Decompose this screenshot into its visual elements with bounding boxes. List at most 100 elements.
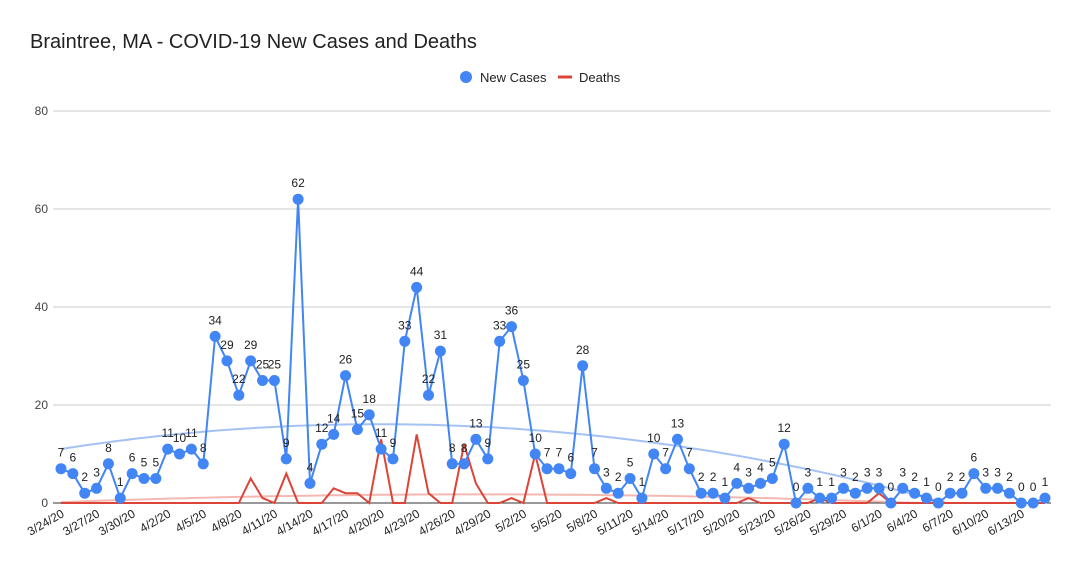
cases-data-label: 3 bbox=[982, 465, 989, 479]
cases-data-label: 33 bbox=[398, 318, 412, 332]
cases-data-label: 25 bbox=[268, 358, 282, 372]
cases-data-label: 8 bbox=[200, 441, 207, 455]
cases-point bbox=[434, 345, 446, 357]
cases-data-label: 2 bbox=[852, 470, 859, 484]
cases-data-label: 1 bbox=[1042, 475, 1049, 489]
x-tick-label: 6/10/20 bbox=[950, 506, 992, 538]
cases-data-label: 5 bbox=[141, 456, 148, 470]
cases-data-label: 1 bbox=[639, 475, 646, 489]
cases-point bbox=[612, 487, 624, 499]
cases-point bbox=[671, 433, 683, 445]
cases-data-label: 1 bbox=[117, 475, 124, 489]
x-tick-label: 4/20/20 bbox=[345, 506, 387, 538]
cases-data-label: 31 bbox=[434, 328, 448, 342]
cases-point bbox=[695, 487, 707, 499]
cases-point bbox=[470, 433, 482, 445]
deaths-series bbox=[61, 434, 1045, 505]
legend-cases-marker bbox=[460, 71, 472, 83]
cases-point bbox=[517, 375, 529, 386]
legend[interactable]: New Cases Deaths bbox=[460, 70, 621, 85]
x-tick-label: 5/29/20 bbox=[807, 506, 849, 538]
cases-data-label: 3 bbox=[603, 465, 610, 479]
cases-point bbox=[802, 482, 814, 494]
x-tick-label: 4/11/20 bbox=[239, 506, 280, 538]
cases-data-label: 11 bbox=[161, 426, 174, 440]
x-tick-label: 6/13/20 bbox=[985, 506, 1027, 538]
cases-point bbox=[482, 453, 494, 465]
cases-data-label: 8 bbox=[449, 441, 456, 455]
cases-data-label: 1 bbox=[828, 475, 835, 489]
cases-point bbox=[316, 438, 328, 450]
y-tick-label: 60 bbox=[35, 202, 49, 216]
cases-data-label: 11 bbox=[185, 426, 198, 440]
cases-point bbox=[588, 463, 600, 475]
cases-data-label: 44 bbox=[410, 264, 424, 278]
cases-data-label: 8 bbox=[105, 441, 112, 455]
cases-point bbox=[778, 438, 790, 450]
cases-point bbox=[55, 463, 67, 475]
cases-point bbox=[600, 482, 612, 494]
cases-point bbox=[150, 473, 162, 484]
cases-point bbox=[648, 448, 660, 460]
cases-point bbox=[885, 497, 897, 509]
cases-point bbox=[280, 453, 292, 465]
cases-point bbox=[185, 443, 197, 455]
cases-point bbox=[102, 458, 114, 470]
cases-point bbox=[351, 424, 363, 435]
cases-point bbox=[873, 482, 885, 494]
cases-point bbox=[826, 492, 838, 504]
trendline-deaths bbox=[60, 493, 1045, 504]
x-tick-label: 4/29/20 bbox=[452, 506, 494, 538]
cases-data-label: 10 bbox=[173, 431, 187, 445]
cases-point bbox=[494, 335, 506, 347]
x-tick-label: 4/5/20 bbox=[173, 506, 209, 535]
x-tick-label: 6/7/20 bbox=[920, 506, 956, 535]
x-tick-label: 3/30/20 bbox=[96, 506, 138, 538]
cases-data-label: 10 bbox=[529, 431, 543, 445]
cases-data-label: 0 bbox=[793, 480, 800, 494]
x-tick-label: 3/27/20 bbox=[60, 506, 102, 538]
cases-point bbox=[399, 335, 411, 347]
cases-point bbox=[79, 487, 91, 499]
cases-point bbox=[1015, 497, 1027, 509]
cases-point bbox=[245, 355, 257, 367]
cases-data-label: 28 bbox=[576, 343, 590, 357]
cases-data-label: 36 bbox=[505, 304, 519, 318]
cases-data-label: 29 bbox=[220, 338, 234, 352]
cases-data-label: 2 bbox=[615, 470, 622, 484]
cases-data-label: 2 bbox=[81, 470, 88, 484]
cases-data-label: 4 bbox=[757, 460, 764, 474]
x-tick-label: 5/23/20 bbox=[736, 506, 778, 538]
cases-point bbox=[754, 477, 766, 489]
cases-point bbox=[411, 281, 423, 293]
x-tick-label: 4/23/20 bbox=[380, 506, 422, 538]
cases-point bbox=[67, 468, 79, 480]
cases-data-label: 5 bbox=[769, 456, 776, 470]
cases-data-label: 14 bbox=[327, 411, 341, 425]
cases-data-label: 25 bbox=[517, 358, 531, 372]
cases-data-label: 6 bbox=[129, 451, 136, 465]
cases-line bbox=[60, 199, 1046, 506]
y-tick-label: 80 bbox=[35, 104, 49, 118]
cases-point bbox=[138, 473, 150, 484]
cases-data-label: 29 bbox=[244, 338, 258, 352]
cases-data-label: 4 bbox=[733, 460, 740, 474]
cases-data-label: 25 bbox=[256, 358, 270, 372]
cases-series bbox=[55, 193, 1051, 509]
cases-data-label: 4 bbox=[307, 460, 314, 474]
legend-cases-label: New Cases bbox=[480, 70, 547, 85]
cases-point bbox=[363, 409, 375, 421]
cases-point bbox=[446, 458, 458, 470]
cases-data-label: 12 bbox=[315, 421, 329, 435]
cases-data-label: 33 bbox=[493, 318, 507, 332]
cases-point bbox=[209, 330, 221, 342]
cases-data-label: 3 bbox=[93, 465, 100, 479]
cases-point bbox=[529, 448, 541, 460]
cases-point bbox=[328, 428, 340, 440]
cases-point bbox=[683, 463, 695, 475]
cases-point bbox=[944, 487, 956, 499]
cases-point bbox=[114, 492, 126, 504]
cases-data-label: 6 bbox=[567, 451, 574, 465]
chart-title: Braintree, MA - COVID-19 New Cases and D… bbox=[30, 31, 477, 53]
